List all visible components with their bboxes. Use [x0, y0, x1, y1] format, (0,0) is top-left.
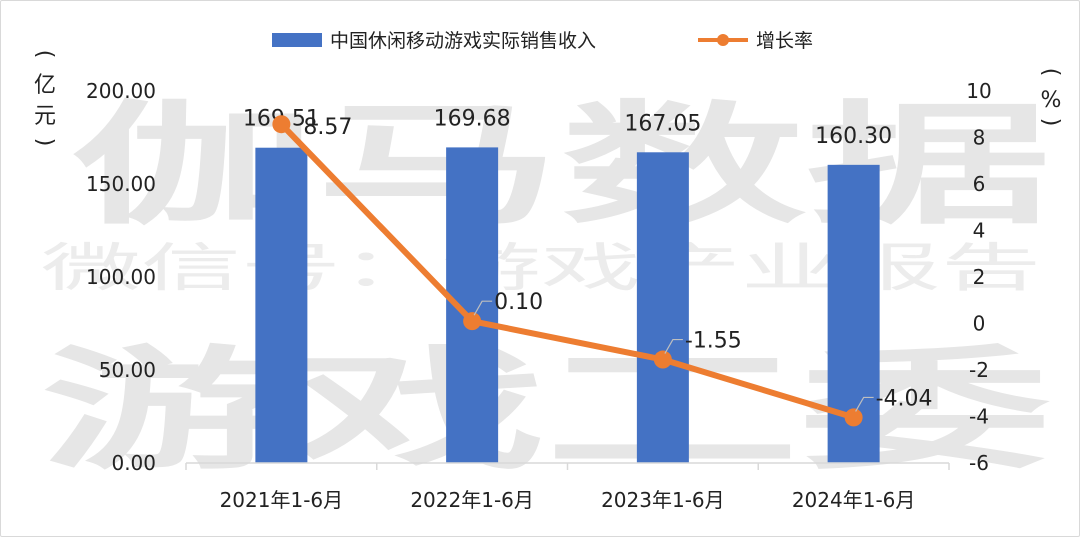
left-unit-close: ): [32, 138, 57, 147]
right-tick-label: 0: [973, 312, 986, 336]
legend-line-label: 增长率: [756, 30, 813, 52]
left-unit-char1: 亿: [34, 73, 56, 98]
left-unit-open: (: [32, 50, 57, 59]
right-axis-unit: ( % ): [1038, 68, 1063, 127]
line-label-leader: [855, 396, 874, 412]
growth-marker: [653, 350, 672, 369]
x-tick-label: 2023年1-6月: [601, 488, 725, 512]
x-tick-label: 2022年1-6月: [410, 488, 534, 512]
left-tick-label: 100.00: [86, 265, 156, 289]
line-data-label: -4.04: [876, 386, 933, 411]
growth-line: [278, 121, 857, 421]
right-tick-label: -4: [969, 405, 989, 429]
right-tick-label: 2: [973, 265, 986, 289]
right-tick-label: -2: [969, 358, 989, 382]
left-tick-label: 200.00: [86, 79, 156, 103]
legend-bar-label: 中国休闲移动游戏实际销售收入: [330, 30, 596, 52]
bar-data-label: 167.05: [624, 111, 701, 136]
bar: [255, 147, 308, 463]
right-axis-ticks: -6 -4 -2 0 2 4 6 8 10: [966, 79, 991, 475]
line-data-labels: 8.57 0.10 -1.55 -4.04: [303, 115, 933, 412]
watermark: 伽马数据 微信号：游戏产业报告 游戏工委: [41, 89, 1051, 488]
left-axis-ticks: 0.00 50.00 100.00 150.00 200.00: [86, 79, 156, 475]
right-tick-label: -6: [969, 451, 989, 475]
left-unit-char2: 元: [34, 104, 56, 129]
x-tick-label: 2024年1-6月: [792, 488, 916, 512]
right-unit-char: %: [1041, 88, 1062, 113]
right-tick-label: 6: [973, 172, 986, 196]
line-data-label: 0.10: [494, 290, 543, 315]
line-series: [272, 115, 863, 427]
right-tick-label: 4: [973, 219, 986, 243]
growth-marker: [844, 408, 863, 427]
left-tick-label: 0.00: [111, 451, 156, 475]
line-label-leader: [664, 338, 683, 354]
legend: 中国休闲移动游戏实际销售收入 增长率: [272, 30, 813, 52]
growth-marker: [272, 115, 291, 134]
right-unit-close: ): [1038, 118, 1063, 127]
bar: [636, 152, 689, 464]
bar-data-label: 169.68: [434, 106, 511, 131]
legend-line-marker: [717, 34, 729, 46]
growth-marker: [463, 312, 482, 331]
right-unit-open: (: [1038, 68, 1063, 77]
x-axis-ticks: 2021年1-6月 2022年1-6月 2023年1-6月 2024年1-6月: [185, 463, 950, 512]
legend-bar-swatch: [272, 33, 322, 47]
right-tick-label: 10: [966, 79, 991, 103]
line-label-leader: [473, 300, 493, 316]
line-data-label: -1.55: [685, 329, 742, 354]
bar-series: [255, 147, 880, 464]
right-tick-label: 8: [973, 126, 986, 150]
left-axis-unit: ( 亿 元 ): [32, 50, 57, 147]
bar-data-label: 160.30: [815, 124, 892, 149]
x-tick-label: 2021年1-6月: [220, 488, 344, 512]
watermark-line1: 伽马数据: [71, 89, 1051, 243]
left-tick-label: 50.00: [99, 358, 156, 382]
left-tick-label: 150.00: [86, 172, 156, 196]
line-data-label: 8.57: [303, 115, 352, 140]
